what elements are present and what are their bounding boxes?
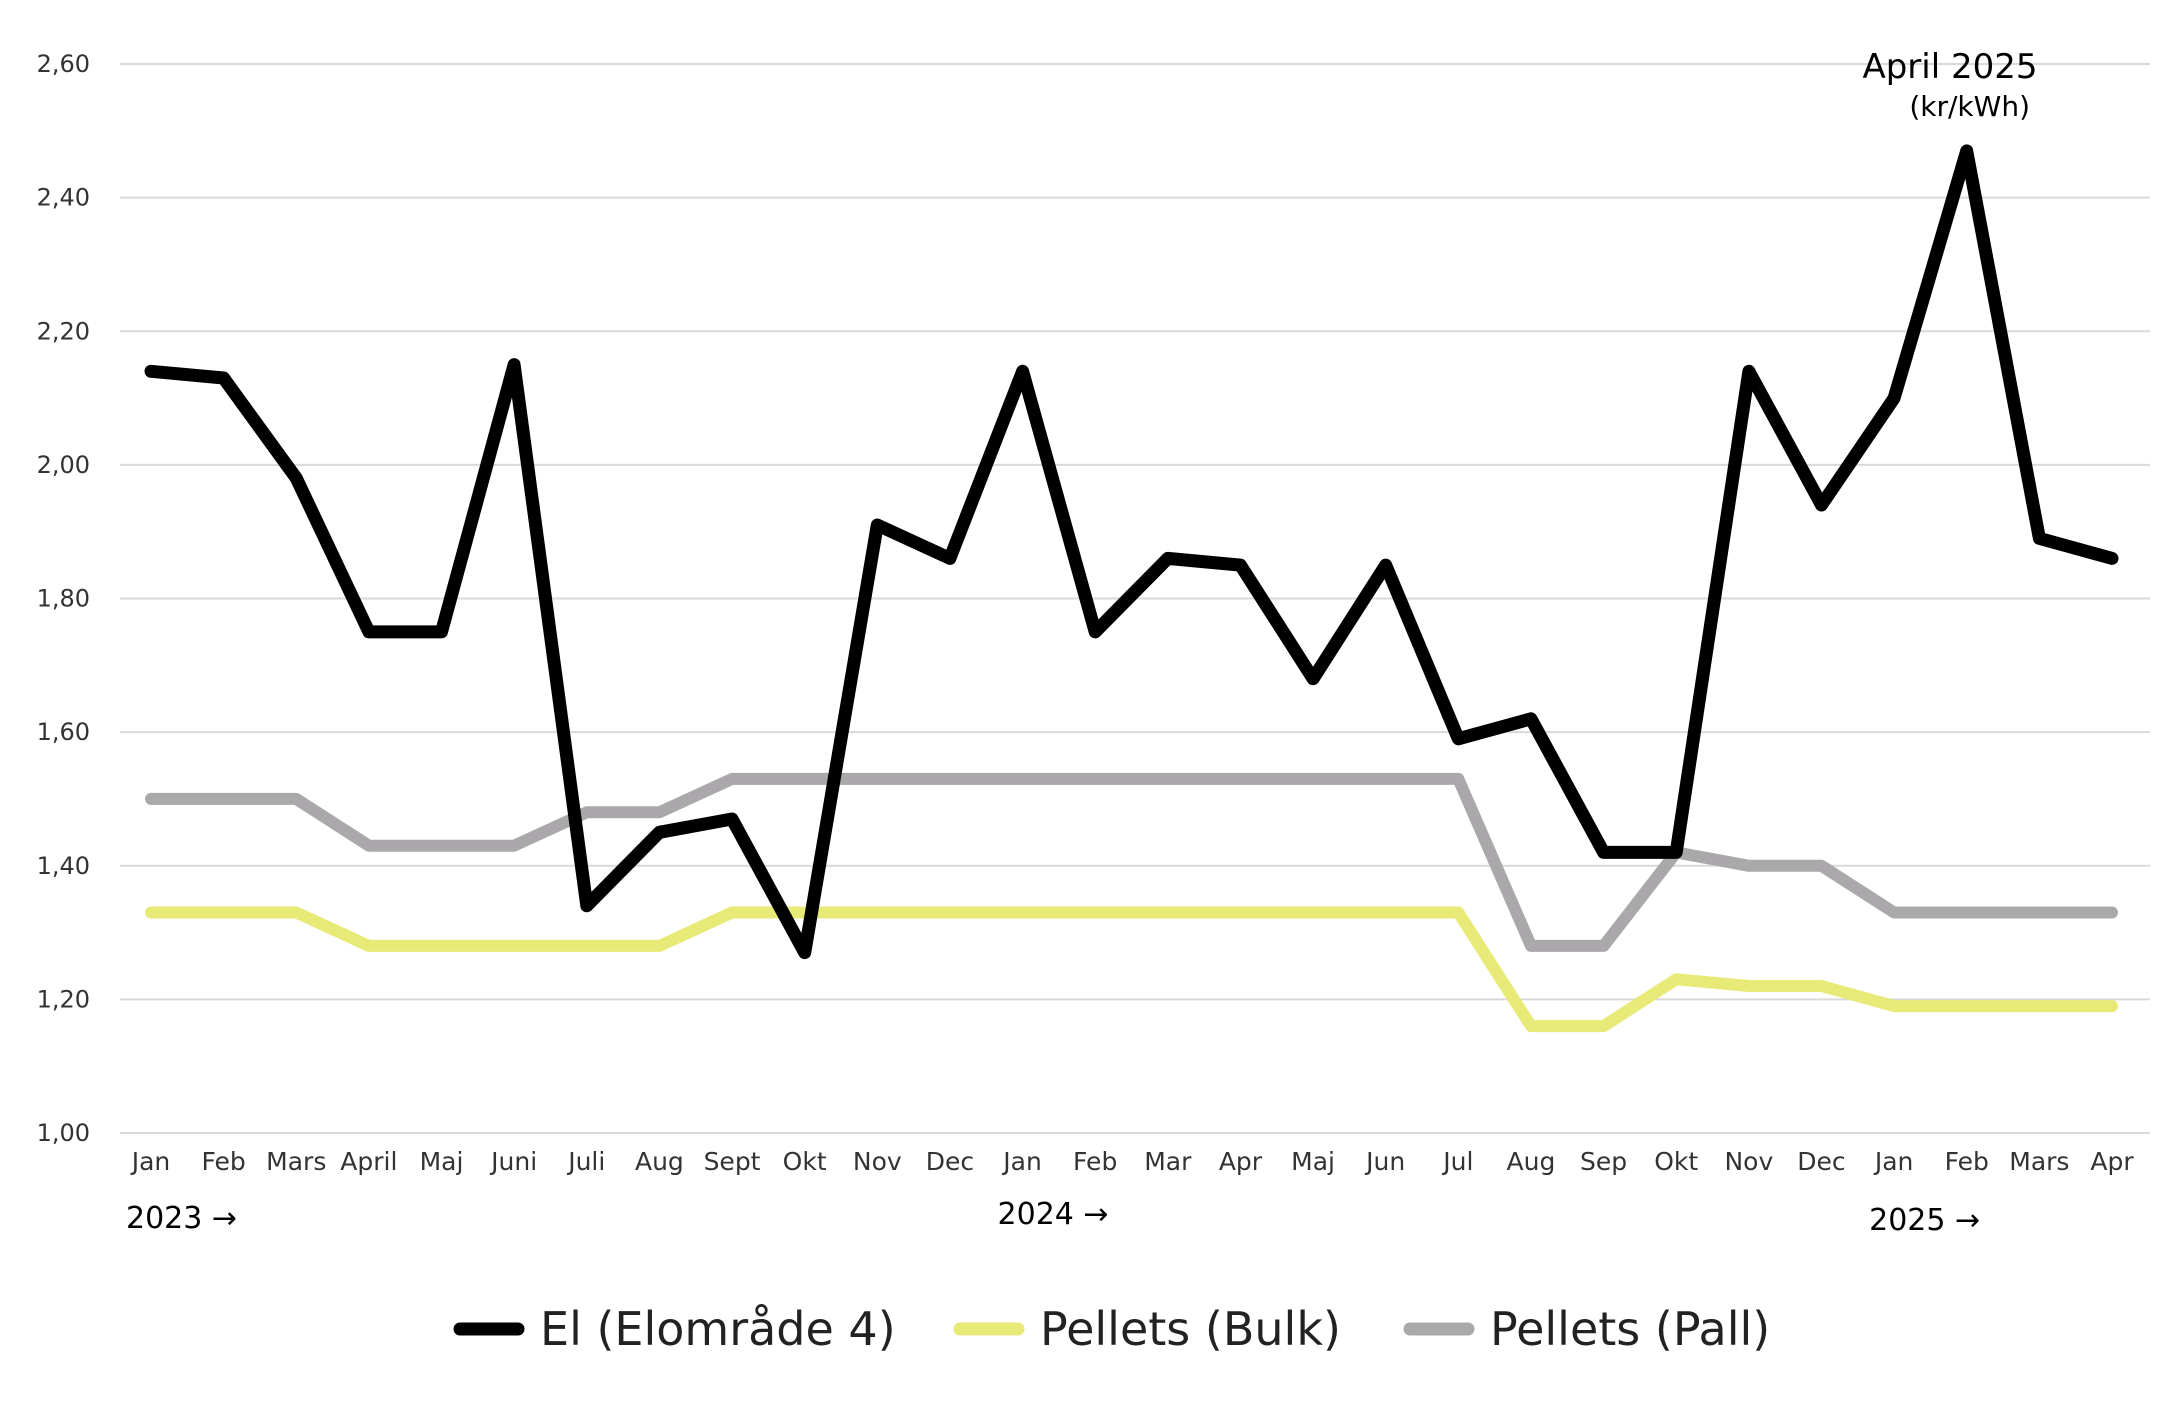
y-tick-label: 2,00 <box>37 451 90 479</box>
year-label: 2024 → <box>998 1197 1109 1232</box>
series-line <box>145 772 2118 952</box>
y-tick-label: 1,80 <box>37 585 90 613</box>
x-tick-label: Dec <box>1797 1147 1845 1176</box>
legend-entry: Pellets (Pall) <box>1403 1302 1770 1356</box>
x-tick-label: Apr <box>1219 1147 1263 1176</box>
series-line <box>144 144 2119 960</box>
x-tick-label: Maj <box>1291 1147 1335 1176</box>
legend-label: Pellets (Pall) <box>1490 1302 1770 1356</box>
x-tick-label: Nov <box>853 1147 902 1176</box>
y-tick-label: 1,40 <box>37 852 90 880</box>
x-tick-label: Sep <box>1580 1147 1627 1176</box>
y-tick-label: 1,60 <box>37 718 90 746</box>
x-tick-label: Feb <box>1945 1147 1989 1176</box>
x-tick-label: Nov <box>1724 1147 1773 1176</box>
year-label: 2025 → <box>1869 1203 1980 1238</box>
x-tick-label: Juni <box>489 1147 537 1176</box>
y-tick-label: 2,60 <box>37 50 90 78</box>
x-tick-label: Dec <box>926 1147 974 1176</box>
x-tick-label: Jan <box>1001 1147 1042 1176</box>
legend-entry: El (Elområde 4) <box>453 1302 896 1356</box>
legend: El (Elområde 4) Pellets (Bulk) Pellets (Pa… <box>453 1302 1770 1356</box>
annotation-title: April 2025 <box>1862 47 2037 87</box>
year-label: 2023 → <box>126 1201 237 1236</box>
legend-entry: Pellets (Bulk) <box>953 1302 1341 1356</box>
x-tick-label: Mar <box>1144 1147 1192 1176</box>
y-axis-ticks: 1,00 1,20 1,40 1,60 1,80 2,00 2,20 2,40 2,60 <box>37 50 90 1147</box>
x-tick-label: Sept <box>704 1147 761 1176</box>
x-tick-label: Jun <box>1364 1147 1405 1176</box>
x-tick-label: Aug <box>635 1147 684 1176</box>
x-tick-label: Okt <box>1654 1147 1698 1176</box>
y-tick-label: 1,00 <box>37 1119 90 1147</box>
x-tick-label: Feb <box>1073 1147 1117 1176</box>
annotation-unit: (kr/kWh) <box>1909 90 2030 123</box>
annotation: April 2025 (kr/kWh) <box>1862 47 2037 123</box>
x-tick-label: Mars <box>266 1147 326 1176</box>
x-tick-label: April <box>340 1147 397 1176</box>
y-tick-label: 1,20 <box>37 985 90 1013</box>
legend-label: Pellets (Bulk) <box>1040 1302 1341 1356</box>
x-tick-label: Jan <box>130 1147 171 1176</box>
x-tick-label: Okt <box>783 1147 827 1176</box>
y-tick-label: 2,40 <box>37 184 90 212</box>
series-line <box>145 906 2118 1033</box>
x-tick-label: Mars <box>2009 1147 2069 1176</box>
x-tick-label: Juli <box>566 1147 605 1176</box>
series-lines <box>144 144 2119 1033</box>
x-tick-label: Feb <box>201 1147 245 1176</box>
year-labels: 2023 → 2024 → 2025 → <box>126 1197 1980 1238</box>
x-tick-label: Aug <box>1507 1147 1556 1176</box>
y-tick-label: 2,20 <box>37 317 90 345</box>
x-tick-label: Apr <box>2090 1147 2134 1176</box>
x-tick-label: Maj <box>420 1147 464 1176</box>
legend-label: El (Elområde 4) <box>540 1302 896 1356</box>
x-axis-ticks: Jan Feb Mars April Maj Juni Juli Aug Sept Okt Nov D… <box>130 1147 2135 1176</box>
x-tick-label: Jul <box>1441 1147 1473 1176</box>
x-tick-label: Jan <box>1873 1147 1914 1176</box>
